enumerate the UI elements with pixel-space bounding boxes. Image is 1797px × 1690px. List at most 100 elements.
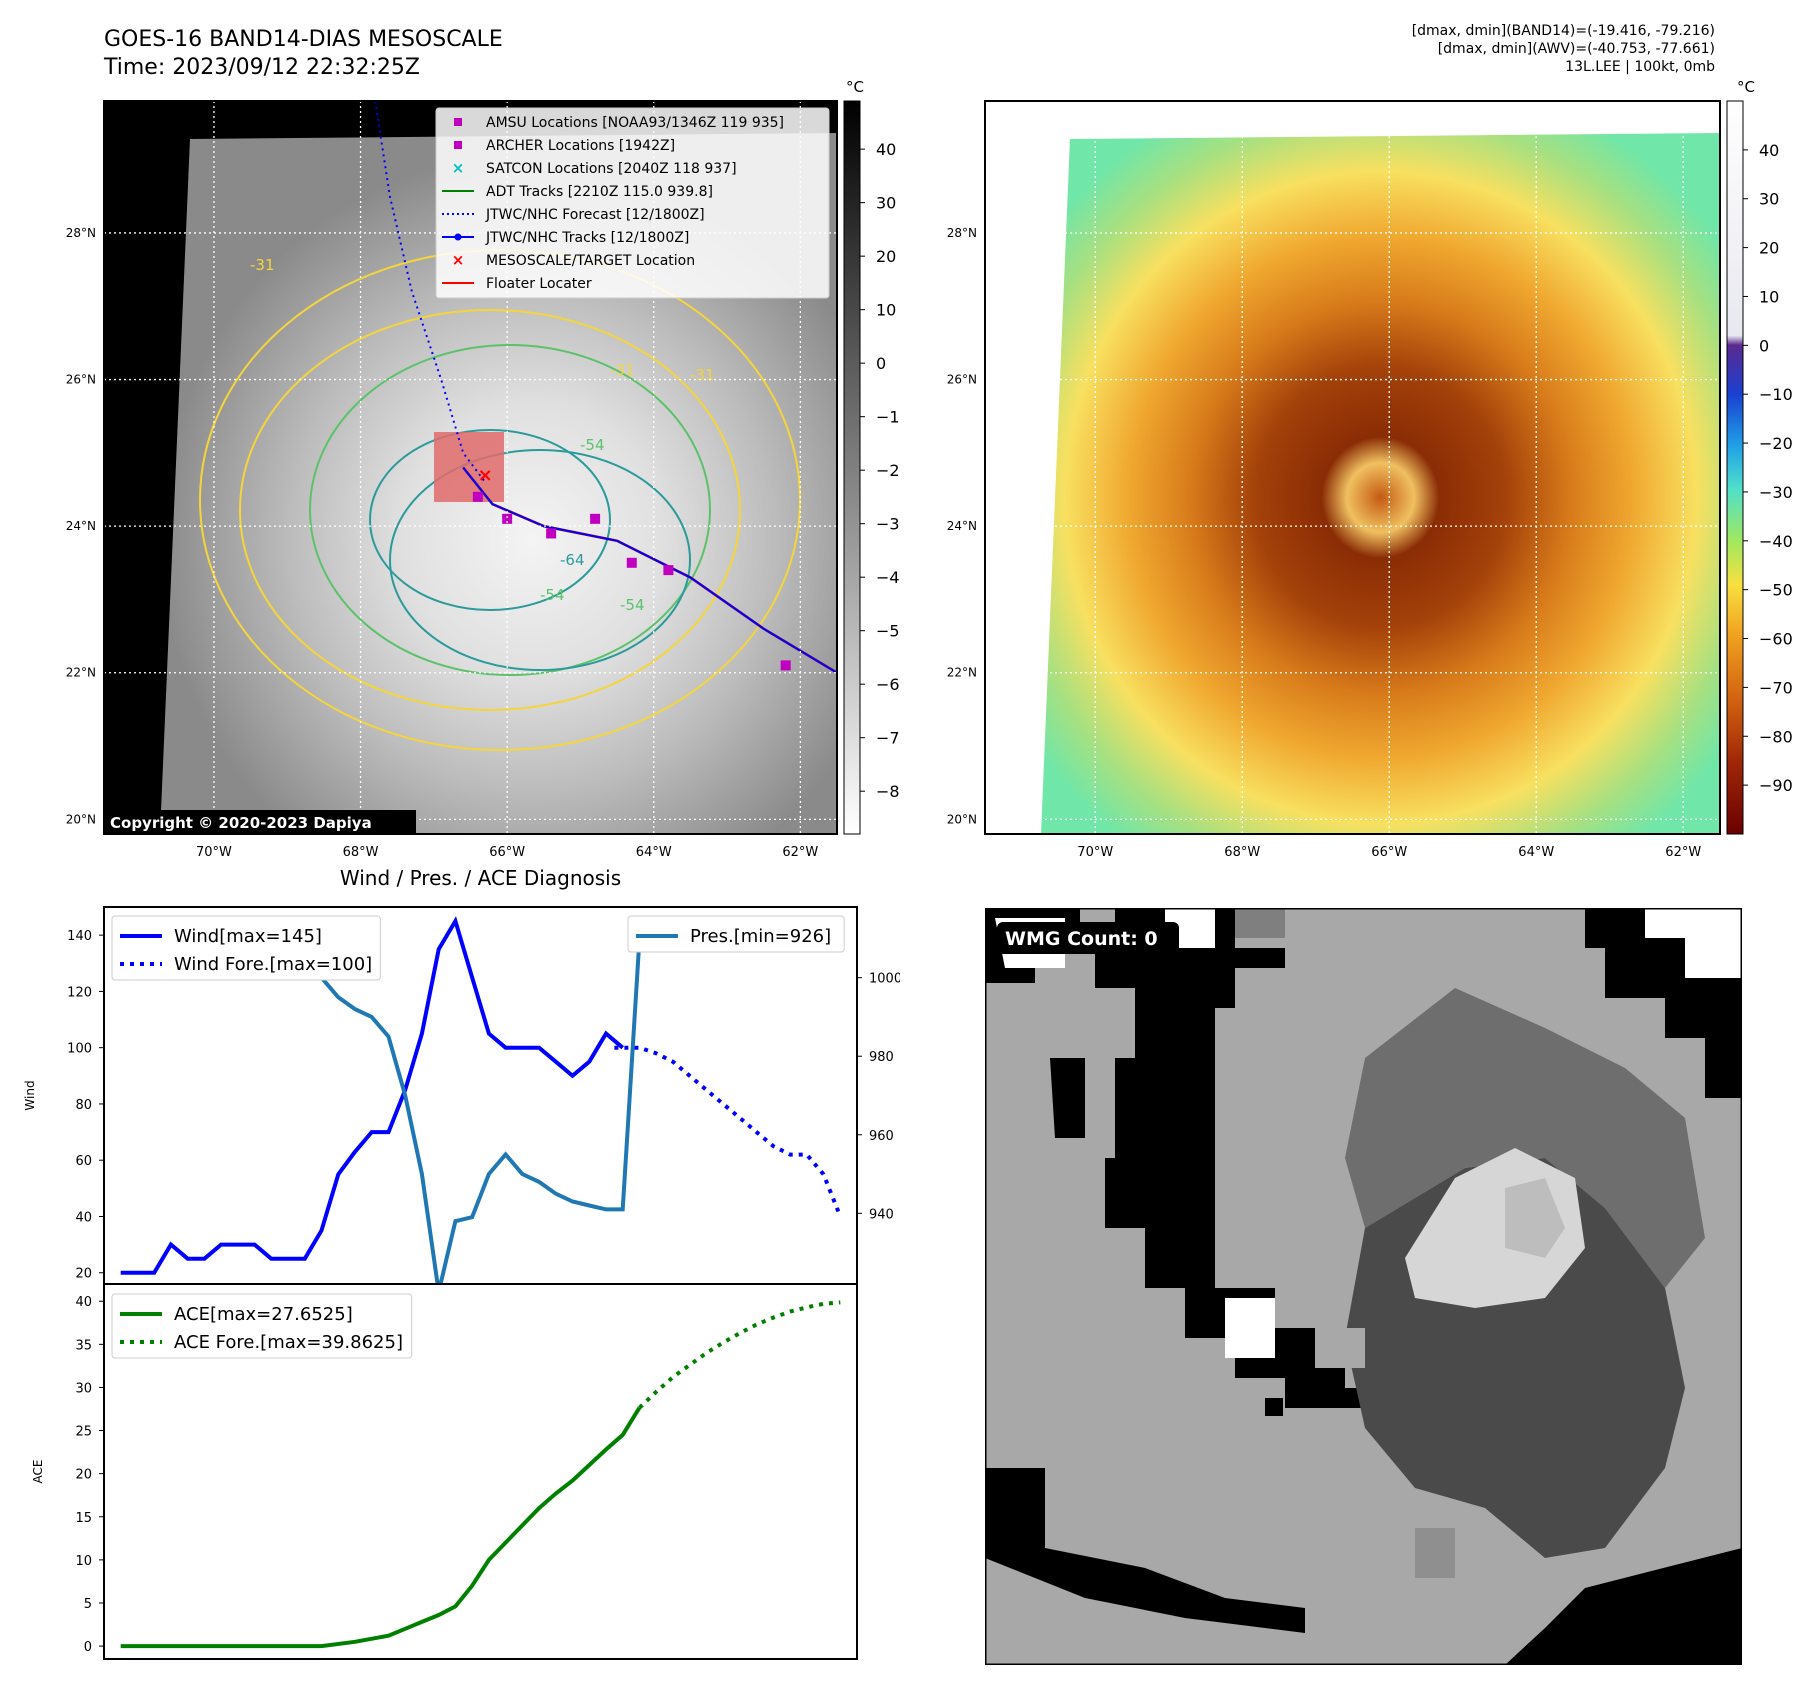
y-tick-label: 100 xyxy=(67,1042,92,1057)
wind-pressure-panel: 204060801001201409409609801000WindPressu… xyxy=(23,906,900,1293)
info-storm: 13L.LEE | 100kt, 0mb xyxy=(1565,59,1715,75)
y2-tick-label: 960 xyxy=(869,1129,894,1144)
colorbar-tick-label: −60 xyxy=(876,675,900,694)
legend-label: Pres.[min=926] xyxy=(690,926,831,947)
lon-tick-label: 64°W xyxy=(1518,845,1554,860)
diagnosis-chart: 204060801001201409409609801000WindPressu… xyxy=(23,906,900,1660)
legend-label: SATCON Locations [2040Z 118 937] xyxy=(486,161,737,177)
ir-colorbar-unit: °C xyxy=(846,78,864,96)
legend-label: Wind Fore.[max=100] xyxy=(174,954,372,975)
colorbar-tick-label: −70 xyxy=(876,729,900,748)
lon-tick-label: 66°W xyxy=(489,845,525,860)
color-satellite-imagery xyxy=(1041,133,1720,834)
mesoscale-target-box xyxy=(434,432,504,502)
diagnosis-title: Wind / Pres. / ACE Diagnosis xyxy=(339,866,622,890)
y2-tick-label: 940 xyxy=(869,1207,894,1222)
color-colorbar-unit: °C xyxy=(1737,78,1755,96)
amsu-marker xyxy=(663,565,674,576)
legend-label: AMSU Locations [NOAA93/1346Z 119 935] xyxy=(486,115,784,131)
colorbar-tick-label: −60 xyxy=(1759,630,1793,649)
colorbar-tick-label: −30 xyxy=(876,515,900,534)
colorbar-tick-label: 30 xyxy=(1759,190,1779,209)
colorbar-tick-label: 0 xyxy=(876,354,886,373)
amsu-marker xyxy=(590,513,601,524)
legend-label: ACE Fore.[max=39.8625] xyxy=(174,1332,403,1353)
wmg-frame xyxy=(985,908,1742,1665)
lat-tick-label: 26°N xyxy=(66,373,96,387)
wmg-count-box xyxy=(997,922,1179,954)
contour-label: -64 xyxy=(560,551,585,569)
amsu-marker xyxy=(780,660,791,671)
colorbar-tick-label: 40 xyxy=(1759,141,1779,160)
target-marker: × xyxy=(478,465,493,486)
ace-panel: 0 5 10 15 20 25 30 35 40 ACE ACE[max=27.6525] ACE F… xyxy=(31,1283,858,1660)
color-map-panel: 70°W 68°W 66°W 64°W 62°W 28°N 26°N 24°N 22°N 20°N… xyxy=(947,78,1793,860)
y2-tick-label: 980 xyxy=(869,1050,894,1065)
wind-axis-label: Wind xyxy=(23,1080,37,1110)
contour-label: -31 xyxy=(690,366,715,384)
lon-tick-label: 62°W xyxy=(782,845,818,860)
legend-label: ADT Tracks [2210Z 115.0 939.8] xyxy=(486,184,713,200)
colorbar-tick-label: 10 xyxy=(876,301,896,320)
info-awv: [dmax, dmin](AWV)=(-40.753, -77.661) xyxy=(1437,41,1715,57)
ir-map-ticks: 70°W 68°W 66°W 64°W 62°W 28°N 26°N 24°N 22°N 20°N xyxy=(66,226,819,860)
colorbar-tick-label: 10 xyxy=(1759,287,1779,306)
colorbar-tick-label: −90 xyxy=(1759,776,1793,795)
legend-x-marker: × xyxy=(452,159,465,177)
y-tick-label: 5 xyxy=(84,1597,92,1612)
y2-tick-label: 1000 xyxy=(869,972,900,987)
legend-label: JTWC/NHC Tracks [12/1800Z] xyxy=(485,230,689,246)
figure-title: GOES-16 BAND14-DIAS MESOSCALE xyxy=(104,27,503,52)
contour-label: -31 xyxy=(610,361,635,379)
y-tick-label: 15 xyxy=(75,1511,92,1526)
lon-tick-label: 70°W xyxy=(196,845,232,860)
y-tick-label: 10 xyxy=(75,1554,92,1569)
y-tick-label: 25 xyxy=(75,1425,92,1440)
colorbar-tick-label: 40 xyxy=(876,140,896,159)
lat-tick-label: 20°N xyxy=(66,812,96,826)
colorbar-tick-label: −20 xyxy=(1759,434,1793,453)
storm-tracks: × xyxy=(374,101,837,674)
y-tick-label: 40 xyxy=(75,1295,92,1310)
amsu-marker xyxy=(626,557,637,568)
lat-tick-label: 20°N xyxy=(947,812,977,826)
lat-tick-label: 22°N xyxy=(947,666,977,680)
lat-tick-label: 24°N xyxy=(66,519,96,533)
colorbar-tick-label: 20 xyxy=(1759,239,1779,258)
contour-label: -54 xyxy=(620,596,645,614)
lat-tick-label: 24°N xyxy=(947,519,977,533)
colorbar-tick-label: 30 xyxy=(876,194,896,213)
amsu-marker xyxy=(546,528,557,539)
y-tick-label: 35 xyxy=(75,1338,92,1353)
legend-square-marker xyxy=(454,141,462,149)
series-line xyxy=(120,916,624,1275)
lat-tick-label: 26°N xyxy=(947,373,977,387)
ir-colorbar-ticks: 40 30 20 10 0 −10 −20 −30 −40 −50 −60 −70 −80 xyxy=(860,140,900,801)
y-tick-label: 40 xyxy=(75,1210,92,1225)
colorbar-tick-label: −70 xyxy=(1759,678,1793,697)
figure-time: Time: 2023/09/12 22:32:25Z xyxy=(104,55,420,80)
ir-map-panel: -31 -31 -31 -54 -54 -54 -64 × 70°W 68°W 66… xyxy=(66,78,900,860)
forecast-track xyxy=(374,101,486,483)
y-tick-label: 30 xyxy=(75,1381,92,1396)
colorbar-tick-label: −80 xyxy=(1759,727,1793,746)
ir-map-frame xyxy=(103,100,838,835)
colorbar-tick-label: −40 xyxy=(1759,532,1793,551)
lon-tick-label: 66°W xyxy=(1371,845,1407,860)
y-tick-label: 20 xyxy=(75,1267,92,1282)
colorbar-tick-label: −50 xyxy=(1759,581,1793,600)
lon-tick-label: 70°W xyxy=(1077,845,1113,860)
colorbar-tick-label: −40 xyxy=(876,568,900,587)
wmg-panel: WMG Count: 0 xyxy=(985,908,1742,1665)
legend-label: ACE[max=27.6525] xyxy=(174,1304,353,1325)
wmg-count-label: WMG Count: 0 xyxy=(1005,928,1158,950)
copyright-text: Copyright © 2020-2023 Dapiya xyxy=(110,814,372,832)
legend-label: Wind[max=145] xyxy=(174,926,322,947)
lon-tick-label: 64°W xyxy=(636,845,672,860)
info-band14: [dmax, dmin](BAND14)=(-19.416, -79.216) xyxy=(1411,23,1715,39)
copyright-box xyxy=(104,810,416,834)
color-map-frame xyxy=(984,100,1721,835)
y-tick-label: 20 xyxy=(75,1468,92,1483)
colorbar-tick-label: −10 xyxy=(876,408,900,427)
lat-tick-label: 28°N xyxy=(66,226,96,240)
